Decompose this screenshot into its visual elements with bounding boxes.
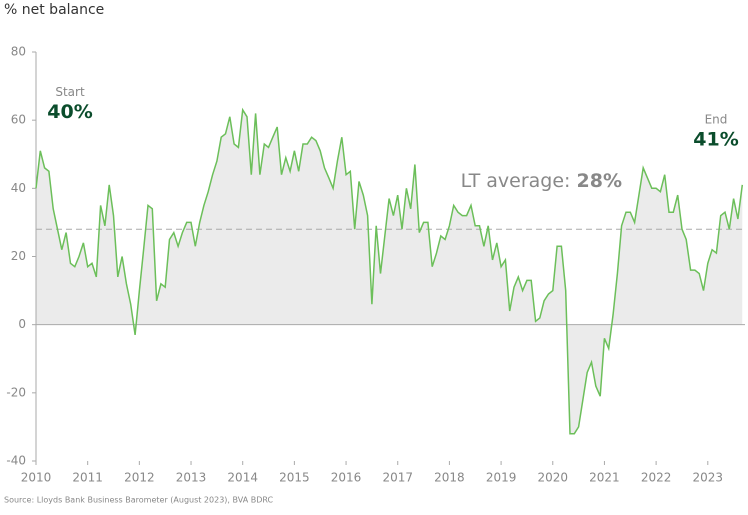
x-tick-label: 2017 [382, 471, 413, 485]
y-tick-label: -40 [6, 454, 26, 468]
x-tick-label: 2016 [331, 471, 362, 485]
x-tick-label: 2019 [486, 471, 517, 485]
x-tick-label: 2014 [227, 471, 258, 485]
annotation-value: 41% [693, 128, 738, 150]
x-tick-label: 2011 [72, 471, 103, 485]
average-text: LT average: [461, 170, 571, 192]
x-tick-label: 2018 [434, 471, 465, 485]
chart-title: % net balance [4, 2, 104, 18]
y-tick-label: 80 [11, 45, 26, 59]
x-tick-label: 2022 [641, 471, 672, 485]
annotation-value: 40% [47, 101, 92, 123]
x-tick-label: 2023 [693, 471, 724, 485]
x-tick-label: 2012 [124, 471, 155, 485]
x-tick-label: 2020 [537, 471, 568, 485]
y-tick-label: 40 [11, 181, 26, 195]
line [35, 107, 744, 435]
y-tick-label: 20 [11, 249, 26, 263]
annotation-text: Start [55, 85, 85, 99]
area [36, 109, 743, 434]
average-label: LT average: 28% [461, 170, 622, 192]
source: Source: Lloyds Bank Business Barometer (… [4, 496, 274, 505]
x-tick-label: 2010 [21, 471, 52, 485]
y-tick-label: 0 [18, 317, 26, 331]
average-value: 28% [577, 170, 622, 192]
x-tick-label: 2013 [176, 471, 207, 485]
x-tick-label: 2021 [589, 471, 620, 485]
x-tick-label: 2015 [279, 471, 310, 485]
y-tick-label: 60 [11, 113, 26, 127]
y-tick-label: -20 [6, 385, 26, 399]
annotation-text: End [705, 112, 728, 126]
